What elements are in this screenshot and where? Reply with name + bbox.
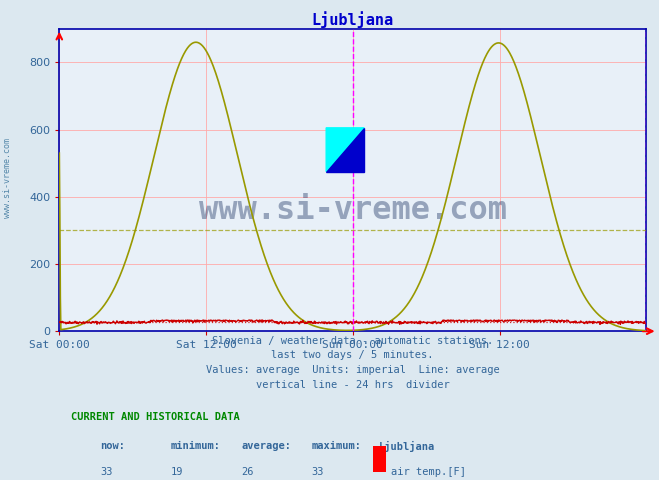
Text: maximum:: maximum:	[312, 441, 362, 451]
Text: now:: now:	[100, 441, 125, 451]
Text: average:: average:	[241, 441, 291, 451]
Polygon shape	[326, 128, 364, 172]
Text: 33: 33	[312, 467, 324, 477]
Text: www.si-vreme.com: www.si-vreme.com	[3, 138, 13, 217]
Bar	[373, 475, 386, 480]
Text: CURRENT AND HISTORICAL DATA: CURRENT AND HISTORICAL DATA	[71, 412, 240, 422]
Text: minimum:: minimum:	[171, 441, 221, 451]
Text: air temp.[F]: air temp.[F]	[391, 467, 466, 477]
Polygon shape	[326, 128, 364, 172]
Text: Ljubljana: Ljubljana	[379, 441, 435, 452]
Text: 26: 26	[241, 467, 254, 477]
Title: Ljubljana: Ljubljana	[312, 11, 393, 28]
Text: 33: 33	[100, 467, 113, 477]
Bar	[373, 446, 386, 472]
Text: Slovenia / weather data - automatic stations.
last two days / 5 minutes.
Values:: Slovenia / weather data - automatic stat…	[206, 336, 500, 390]
Text: 19: 19	[171, 467, 183, 477]
Bar	[326, 128, 364, 172]
Text: www.si-vreme.com: www.si-vreme.com	[198, 195, 507, 226]
